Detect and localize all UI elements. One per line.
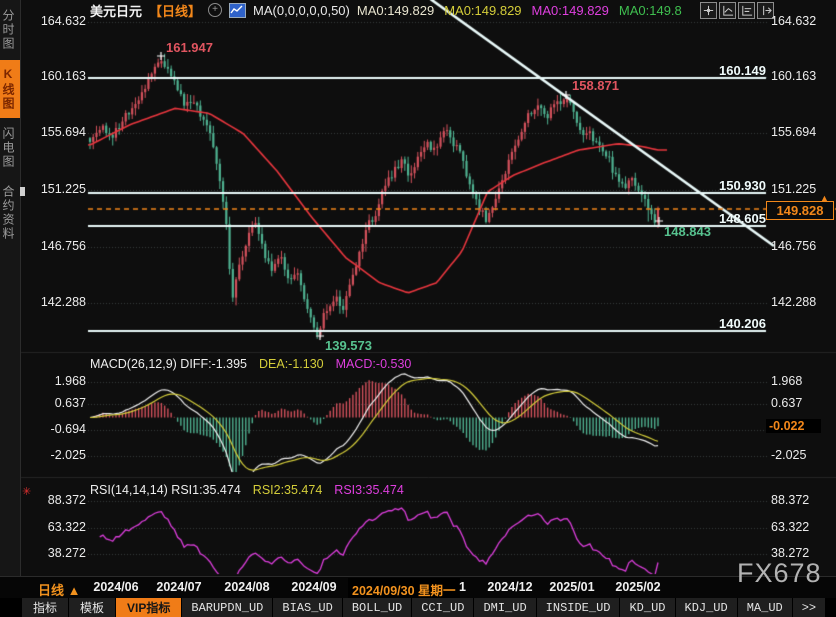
main-y-axis-label: 164.632 [40,14,86,28]
main-y-axis-label: 142.288 [40,295,86,309]
date-tick: 2024/08 [224,580,270,594]
level-line-label: 148.605 [719,211,766,226]
toolbar-spacer [0,598,21,617]
level-line-label: 150.930 [719,178,766,193]
toolbar-item-cci-ud[interactable]: CCI_UD [412,598,474,617]
plus-circle-icon[interactable]: + [208,3,223,17]
rsi-y-axis-label: 88.372 [47,493,86,507]
date-tick: 2024/06 [93,580,139,594]
toolbar-item-bias-ud[interactable]: BIAS_UD [273,598,342,617]
macd-y-axis-label: -2.025 [771,448,807,462]
ma-legend-value-2: MA0:149.829 [531,2,609,18]
macd-y-axis-label: 1.968 [771,374,803,388]
macd-y-axis-label: 0.637 [54,396,86,410]
y-axis-scale-icon[interactable] [719,2,736,19]
date-tick: 2025/02 [615,580,661,594]
chart-tool-icons [700,2,774,19]
macd-y-axis-label: -0.694 [50,422,86,436]
price-annotation: 158.871 [572,78,619,93]
level-line-label: 140.206 [719,316,766,331]
rsi-y-axis-label: 88.372 [771,493,810,507]
price-up-arrow-icon: ▲ [820,193,829,203]
period-selector[interactable]: 日线 ▲ [38,580,81,599]
period-label: 日线 [38,583,65,598]
ma-legend: MA0:149.829 MA0:149.829 MA0:149.829 MA0:149… [357,3,692,18]
macd-header-part: MACD:-0.530 [335,357,412,371]
sidebar-item-kline-chart[interactable]: K线图 [0,60,20,118]
alert-icon[interactable]: ✳ [22,486,32,498]
vip-indicator-button[interactable]: VIP指标 [116,598,182,617]
macd-header-part: MACD(26,12,9) DIFF:-1.395 [90,357,247,371]
crosshair-date-label: 2024/09/30 星期一 [348,578,460,601]
ma-legend-value-0: MA0:149.829 [356,2,435,18]
level-line-label: 160.149 [719,63,766,78]
rsi-y-axis-label: 38.272 [47,546,86,560]
macd-y-axis-label: 1.968 [54,374,86,388]
symbol-title: 美元日元 [90,3,143,19]
macd-header: MACD(26,12,9) DIFF:-1.395 DEA:-1.130 MACD:… [90,357,411,371]
ma-settings-label: MA(0,0,0,0,0,50) [253,2,350,18]
period-tag: 【日线】 [149,3,202,19]
date-tick: 2024/07 [156,580,202,594]
main-y-axis-label: 155.694 [40,125,86,139]
macd-value-badge: -0.022 [766,419,821,433]
toolbar-item-dmi-ud[interactable]: DMI_UD [474,598,536,617]
main-y-axis-label: 155.694 [771,125,817,139]
ma-legend-value-3: MA0:149.8 [618,2,682,18]
main-y-axis-label: 160.163 [40,69,86,83]
ma-legend-value-1: MA0:149.829 [444,2,522,18]
pan-tool-icon[interactable] [700,2,717,19]
toolbar-item-boll-ud[interactable]: BOLL_UD [342,598,412,617]
date-tick: 2025/01 [549,580,595,594]
rsi-header-part: RSI(14,14,14) RSI1:35.474 [90,483,241,497]
toolbar-more-button[interactable]: >> [792,598,826,617]
chart-titlebar: 美元日元 【日线】 + MA(0,0,0,0,0,50) MA0:149.829… [90,2,692,19]
sidebar-item-contract-info[interactable]: 合约资料 [1,185,15,241]
main-y-axis-label: 160.163 [771,69,817,83]
price-annotation: 139.573 [325,338,372,353]
toolbar-item-barupdn-ud[interactable]: BARUPDN_UD [182,598,273,617]
main-y-axis-label: 146.756 [771,239,817,253]
chart-style-icon[interactable] [229,2,247,18]
toolbar-item-ma-ud[interactable]: MA_UD [737,598,792,617]
watermark: FX678 [737,558,822,588]
price-annotation: 161.947 [166,40,213,55]
scroll-right-icon[interactable] [757,2,774,19]
rsi-header: RSI(14,14,14) RSI1:35.474 RSI2:35.474 RSI3… [90,483,404,497]
main-y-axis-label: 151.225 [40,182,86,196]
toolbar-item-kdj-ud[interactable]: KDJ_UD [675,598,737,617]
sidebar-item-flash-chart[interactable]: 闪电图 [1,127,15,169]
date-axis: 日线 ▲ 2024/06 2024/07 2024/08 2024/09 2024/12… [0,576,836,601]
main-y-axis-label: 164.632 [771,14,817,28]
main-y-axis-label: 151.225 [771,182,817,196]
line-handle-icon[interactable] [20,187,25,196]
date-tick: 2024/12 [487,580,533,594]
template-button[interactable]: 模板 [69,598,116,617]
current-price-badge: 149.828 [766,201,834,220]
price-annotation: 148.843 [664,224,711,239]
date-tick: 2024/09 [291,580,337,594]
rsi-header-part: RSI3:35.474 [334,483,404,497]
main-y-axis-label: 142.288 [771,295,817,309]
macd-y-axis-label: 0.637 [771,396,803,410]
period-arrow-icon: ▲ [67,583,81,598]
macd-header-part: DEA:-1.130 [259,357,324,371]
indicator-button[interactable]: 指标 [22,598,69,617]
rsi-y-axis-label: 63.322 [771,520,810,534]
chart-type-sidebar: 分时图 K线图闪电图合约资料 [0,0,21,598]
indicator-toolbar: 指标 模板 VIP指标 BARUPDN_UD BIAS_UD BOLL_UD CCI_UD D… [0,598,836,617]
rsi-header-part: RSI2:35.474 [252,483,323,497]
toolbar-item-kd-ud[interactable]: KD_UD [620,598,675,617]
date-tick-remnant: 1 [459,580,466,594]
sidebar-item-time-chart[interactable]: 分时图 [1,9,15,51]
x-axis-scale-icon[interactable] [738,2,755,19]
macd-y-axis-label: -2.025 [50,448,86,462]
toolbar-item-inside-ud[interactable]: INSIDE_UD [536,598,620,617]
main-y-axis-label: 146.756 [40,239,86,253]
rsi-y-axis-label: 38.272 [771,546,810,560]
rsi-y-axis-label: 63.322 [47,520,86,534]
